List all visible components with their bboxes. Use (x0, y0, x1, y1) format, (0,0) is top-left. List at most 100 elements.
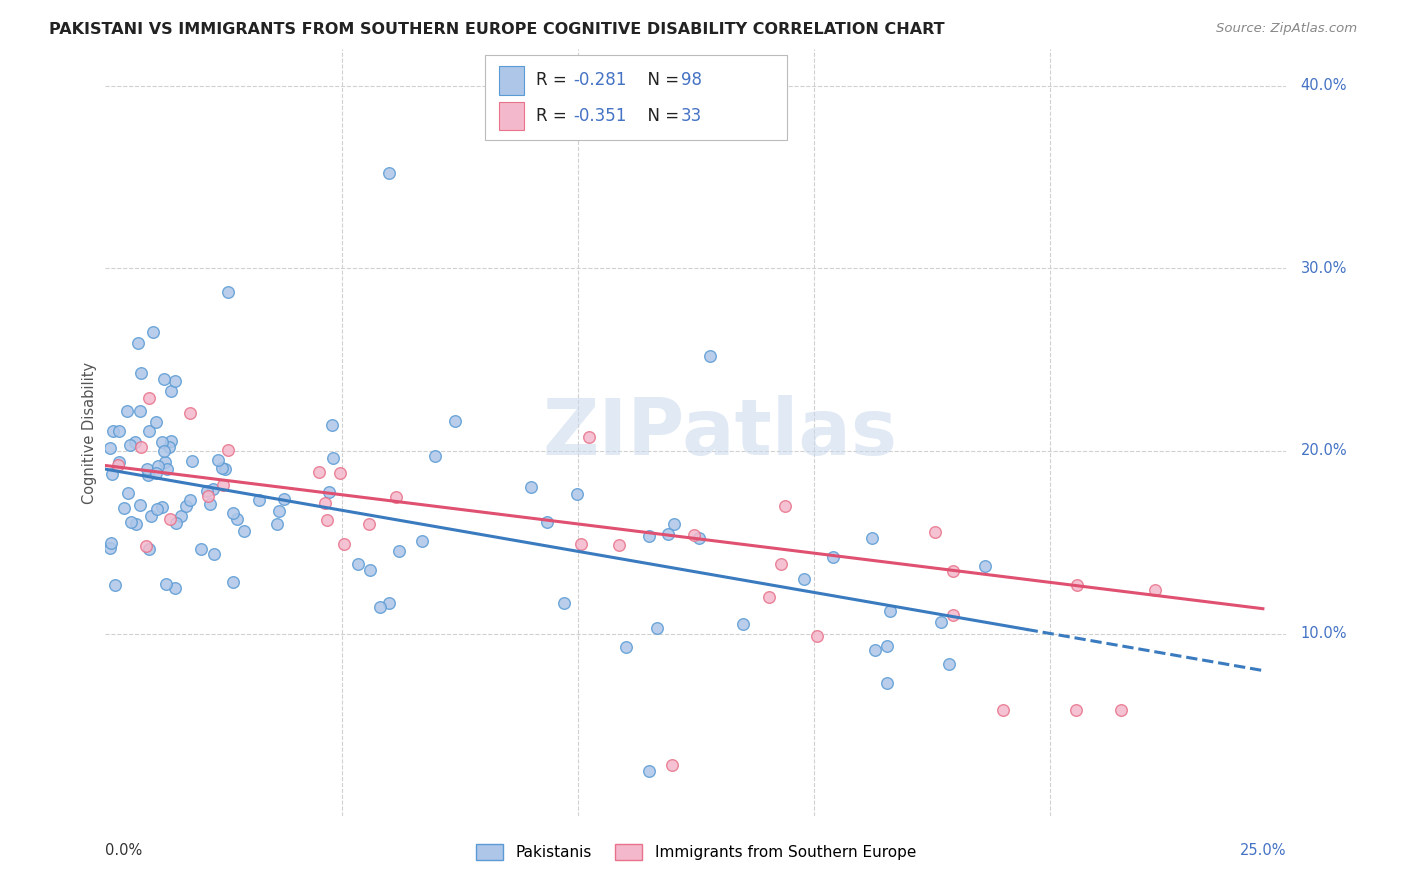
Point (232, 524, 254, 538)
Point (98, 441, 121, 455)
Point (607, 538, 630, 552)
Point (569, 537, 592, 551)
Point (165, 374, 187, 388)
Point (115, 404, 138, 418)
Point (938, 657, 960, 671)
Point (314, 496, 336, 510)
Point (388, 544, 411, 558)
Point (645, 621, 668, 635)
Point (153, 455, 176, 469)
Point (770, 557, 793, 571)
Point (214, 462, 236, 476)
Point (266, 517, 288, 532)
Point (150, 500, 173, 514)
Point (1144, 583, 1167, 598)
Text: 10.0%: 10.0% (1301, 626, 1347, 641)
Point (117, 486, 139, 500)
Point (321, 418, 343, 433)
Point (378, 166, 401, 180)
Point (991, 703, 1014, 717)
Point (217, 285, 239, 299)
Text: -0.351: -0.351 (574, 107, 627, 125)
Point (683, 528, 706, 542)
Point (217, 443, 239, 458)
Point (322, 450, 344, 465)
Point (333, 537, 356, 551)
Point (384, 490, 406, 504)
Point (347, 557, 370, 571)
Point (863, 643, 886, 657)
Point (142, 325, 165, 339)
Point (974, 559, 997, 574)
Point (368, 599, 391, 614)
Point (157, 440, 180, 454)
Point (942, 608, 965, 623)
Point (146, 458, 169, 473)
Point (165, 582, 187, 596)
Point (198, 497, 221, 511)
Point (689, 532, 711, 546)
Point (129, 498, 152, 512)
Point (107, 458, 129, 472)
Point (793, 573, 815, 587)
Point (181, 454, 204, 468)
Point (924, 524, 946, 539)
Point (156, 462, 179, 476)
Point (197, 489, 219, 503)
Point (101, 467, 124, 481)
Point (190, 541, 212, 556)
Point (553, 596, 575, 610)
Text: 40.0%: 40.0% (1301, 78, 1347, 93)
Point (942, 564, 965, 578)
Text: 20.0%: 20.0% (1301, 443, 1347, 458)
Point (1109, 703, 1132, 717)
Text: 33: 33 (681, 107, 702, 125)
Point (145, 466, 167, 480)
Point (444, 414, 467, 428)
Point (135, 539, 157, 553)
Point (146, 501, 169, 516)
Point (637, 529, 659, 543)
Point (107, 424, 129, 438)
Point (876, 639, 898, 653)
Point (207, 452, 229, 467)
Point (520, 480, 543, 494)
Point (169, 508, 191, 523)
Text: 98: 98 (681, 71, 702, 89)
Point (165, 516, 187, 530)
Point (152, 434, 174, 449)
Point (1064, 703, 1087, 717)
Point (316, 513, 339, 527)
Point (862, 531, 884, 545)
Point (775, 499, 797, 513)
Point (661, 758, 683, 772)
Point (876, 675, 898, 690)
Point (160, 434, 183, 448)
Point (614, 640, 637, 655)
Point (411, 533, 433, 548)
Y-axis label: Cognitive Disability: Cognitive Disability (82, 361, 97, 504)
Point (201, 482, 224, 496)
Point (153, 372, 176, 386)
Point (135, 461, 157, 475)
Point (247, 493, 270, 508)
Text: N =: N = (637, 71, 685, 89)
Point (138, 424, 160, 438)
Point (139, 509, 162, 524)
Point (536, 515, 558, 529)
Point (359, 563, 381, 577)
Point (931, 615, 953, 630)
Point (318, 484, 340, 499)
Point (129, 440, 152, 454)
Point (329, 467, 352, 481)
Text: R =: R = (536, 71, 572, 89)
Point (101, 424, 124, 438)
Point (159, 512, 181, 526)
Text: -0.281: -0.281 (574, 71, 627, 89)
Point (1066, 577, 1088, 591)
Point (657, 527, 679, 541)
Point (112, 501, 135, 516)
Point (120, 515, 142, 529)
Point (269, 504, 291, 518)
Point (637, 764, 659, 778)
